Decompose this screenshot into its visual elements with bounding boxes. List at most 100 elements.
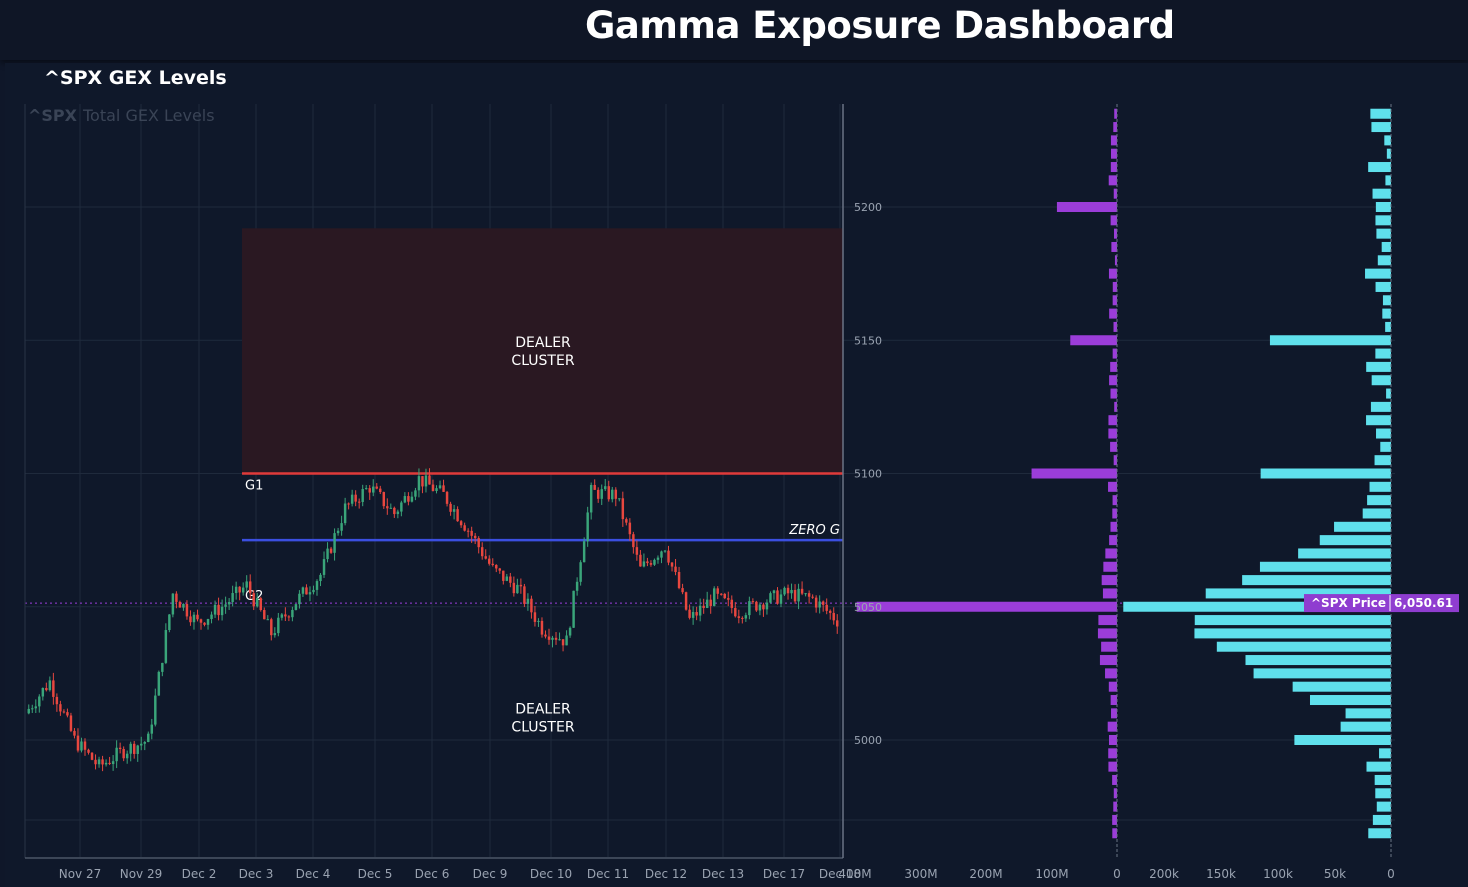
volume-bar[interactable] [1340, 721, 1391, 732]
candle[interactable] [83, 738, 87, 756]
candle[interactable] [280, 612, 284, 621]
candle[interactable] [389, 503, 393, 509]
candle[interactable] [199, 618, 203, 630]
gex-bar[interactable] [1105, 668, 1117, 679]
gex-bar[interactable] [1111, 708, 1117, 719]
gex-bar[interactable] [1108, 748, 1117, 759]
gex-bar[interactable] [1114, 401, 1117, 412]
candle[interactable] [639, 550, 642, 567]
volume-bar[interactable] [1384, 135, 1391, 146]
candle[interactable] [600, 484, 603, 505]
candle[interactable] [800, 581, 804, 596]
gex-bar[interactable] [1097, 628, 1117, 639]
candle[interactable] [762, 602, 765, 617]
volume-bar[interactable] [1365, 268, 1391, 279]
candle[interactable] [505, 573, 509, 582]
volume-bar[interactable] [1194, 615, 1391, 626]
gex-bar[interactable] [1109, 535, 1117, 546]
candle[interactable] [241, 582, 245, 596]
volume-bar[interactable] [1334, 521, 1391, 532]
volume-bar[interactable] [1298, 548, 1391, 559]
gex-bar[interactable] [1108, 175, 1117, 186]
candle[interactable] [463, 522, 466, 532]
volume-bar[interactable] [1380, 441, 1391, 452]
candle[interactable] [424, 468, 428, 493]
candle[interactable] [154, 688, 157, 727]
candle[interactable] [618, 498, 621, 502]
gex-bar[interactable] [1108, 428, 1117, 439]
candle[interactable] [312, 585, 315, 595]
candle[interactable] [642, 553, 646, 568]
volume-bar[interactable] [1366, 761, 1391, 772]
candle[interactable] [470, 526, 473, 543]
volume-bar[interactable] [1375, 348, 1391, 359]
candle[interactable] [526, 593, 530, 611]
candle[interactable] [73, 728, 76, 739]
gex-bar[interactable] [1114, 255, 1117, 266]
volume-bar[interactable] [1368, 828, 1391, 839]
gex-bar[interactable] [1110, 521, 1117, 532]
volume-bar[interactable] [1366, 361, 1391, 372]
candle[interactable] [220, 599, 224, 621]
volume-bar[interactable] [1375, 215, 1391, 226]
candle[interactable] [350, 489, 354, 507]
candle[interactable] [734, 602, 737, 618]
candle[interactable] [178, 600, 182, 608]
candle[interactable] [586, 506, 589, 547]
volume-bar[interactable] [1309, 695, 1391, 706]
candle[interactable] [305, 584, 308, 595]
candle[interactable] [217, 597, 220, 621]
candle[interactable] [811, 594, 814, 599]
candle[interactable] [544, 630, 547, 639]
candle[interactable] [449, 501, 452, 516]
volume-bar[interactable] [1377, 255, 1391, 266]
candle[interactable] [621, 491, 625, 527]
candle[interactable] [807, 590, 811, 604]
candle[interactable] [575, 577, 579, 596]
candle[interactable] [533, 605, 537, 627]
candle[interactable] [589, 482, 593, 520]
candle[interactable] [347, 502, 350, 510]
candle[interactable] [818, 595, 821, 614]
gex-bar[interactable] [1070, 335, 1117, 346]
candle[interactable] [132, 740, 136, 759]
candle[interactable] [702, 598, 705, 614]
candle[interactable] [277, 612, 280, 637]
candle[interactable] [175, 591, 178, 609]
gex-bar[interactable] [1110, 148, 1117, 159]
gex-bar[interactable] [1105, 548, 1117, 559]
volume-bar[interactable] [1269, 335, 1391, 346]
candle[interactable] [101, 755, 104, 772]
candle[interactable] [723, 592, 726, 600]
gex-bar[interactable] [1108, 268, 1117, 279]
candle[interactable] [435, 485, 438, 494]
candle[interactable] [769, 591, 772, 604]
gex-bar[interactable] [1112, 281, 1117, 292]
candle[interactable] [459, 520, 463, 528]
candle[interactable] [336, 527, 340, 536]
candle[interactable] [115, 740, 118, 769]
candle[interactable] [565, 630, 568, 646]
candle[interactable] [720, 593, 723, 596]
candle[interactable] [498, 567, 502, 574]
candle[interactable] [59, 700, 62, 716]
gex-bar[interactable] [1110, 388, 1117, 399]
candle[interactable] [635, 540, 639, 561]
candle[interactable] [361, 484, 364, 507]
volume-bar[interactable] [1369, 481, 1391, 492]
candle[interactable] [540, 617, 544, 638]
candle[interactable] [111, 755, 115, 771]
candle[interactable] [150, 718, 154, 740]
candle[interactable] [273, 627, 277, 638]
candle[interactable] [737, 609, 741, 624]
candle[interactable] [656, 555, 660, 564]
candle[interactable] [684, 591, 688, 611]
candle[interactable] [291, 606, 294, 622]
volume-bar[interactable] [1370, 401, 1391, 412]
candle[interactable] [579, 560, 582, 586]
gex-bar[interactable] [1107, 721, 1117, 732]
gex-bar[interactable] [1110, 162, 1117, 173]
candle[interactable] [270, 617, 273, 641]
gex-bar[interactable] [1113, 801, 1117, 812]
volume-bar[interactable] [1294, 735, 1391, 745]
